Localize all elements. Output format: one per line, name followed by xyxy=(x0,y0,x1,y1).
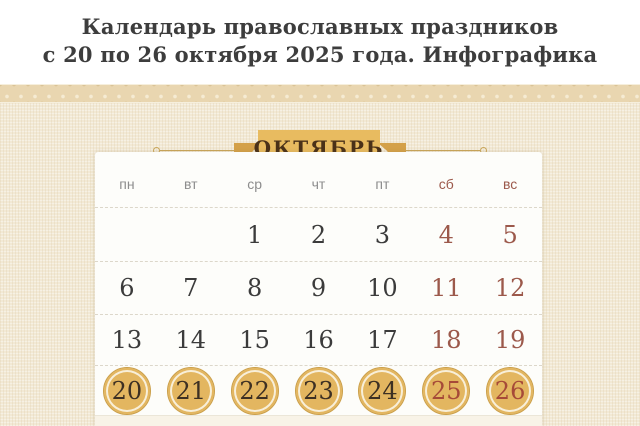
date-cell: 3 xyxy=(374,220,390,249)
date-cell: 12 xyxy=(494,274,526,302)
day-of-week-header-row: пн вт ср чт пт сб вс xyxy=(95,152,542,207)
date-cell: 17 xyxy=(367,326,398,354)
page-title-line-1: Календарь православных праздников xyxy=(81,14,559,39)
highlighted-date-circle: 25 xyxy=(422,366,471,415)
highlighted-date-circle: 23 xyxy=(294,366,343,415)
page-title-line-2: с 20 по 26 октября 2025 года. Инфографик… xyxy=(42,42,598,67)
day-header-sun: вс xyxy=(502,175,518,192)
date-cell: 23 xyxy=(287,366,351,415)
page-title: Календарь православных праздников с 20 п… xyxy=(0,0,640,84)
calendar-card: пн вт ср чт пт сб вс 1 2 3 4 5 6 7 8 9 1… xyxy=(95,152,542,426)
date-cell: 1 xyxy=(247,220,263,249)
date-cell: 21 xyxy=(159,366,223,415)
decorative-pattern-band xyxy=(0,84,640,103)
week-row-1: 1 2 3 4 5 xyxy=(95,207,542,261)
date-cell: 19 xyxy=(494,326,526,354)
date-cell: 14 xyxy=(175,326,207,354)
date-cell: 15 xyxy=(239,326,270,354)
date-cell: 20 xyxy=(95,366,159,415)
week-row-3: 13 14 15 16 17 18 19 xyxy=(95,314,542,365)
date-cell: 6 xyxy=(119,274,135,302)
highlighted-date-circle: 20 xyxy=(102,366,151,415)
day-header-sat: сб xyxy=(438,175,454,192)
highlighted-date-circle: 22 xyxy=(230,366,279,415)
date-cell: 10 xyxy=(367,274,398,302)
date-cell: 26 xyxy=(478,366,542,415)
week-row-2: 6 7 8 9 10 11 12 xyxy=(95,261,542,314)
day-header-wed: ср xyxy=(247,175,263,192)
date-cell: 5 xyxy=(502,220,518,249)
date-cell: 4 xyxy=(438,220,454,249)
flourish-line-right xyxy=(398,150,480,151)
highlighted-date-circle: 21 xyxy=(166,366,215,415)
date-cell: 9 xyxy=(310,274,327,302)
date-cell: 11 xyxy=(430,274,462,302)
date-cell: 25 xyxy=(414,366,478,415)
date-cell: 2 xyxy=(310,220,327,249)
date-cell: 24 xyxy=(350,366,414,415)
day-header-tue: вт xyxy=(184,175,198,192)
date-cell: 13 xyxy=(111,326,143,354)
date-cell: 18 xyxy=(430,326,462,354)
day-header-thu: чт xyxy=(311,175,326,192)
date-cell: 7 xyxy=(183,274,199,302)
flourish-line-left xyxy=(160,150,240,151)
date-cell: 8 xyxy=(247,274,263,302)
highlighted-date-circle: 26 xyxy=(486,366,535,415)
day-header-mon: пн xyxy=(119,175,135,192)
date-cell: 16 xyxy=(303,326,334,354)
week-row-highlighted: 20 21 22 23 24 25 26 xyxy=(95,365,542,415)
highlighted-date-circle: 24 xyxy=(358,366,407,415)
date-cell: 22 xyxy=(223,366,287,415)
day-header-fri: пт xyxy=(375,175,390,192)
next-week-row-cutoff xyxy=(95,415,542,426)
